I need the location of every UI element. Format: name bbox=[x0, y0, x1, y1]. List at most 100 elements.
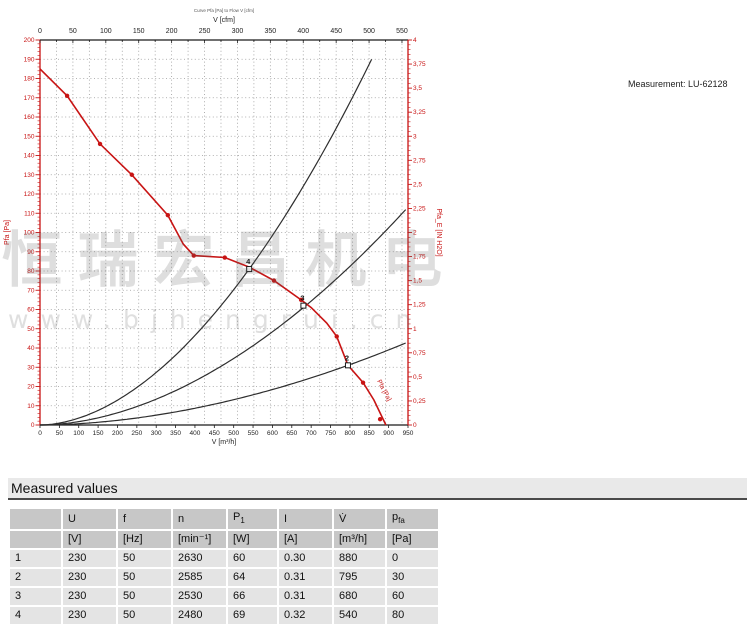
fan-curve-marker bbox=[97, 141, 103, 147]
left-axis-tick-label: 170 bbox=[24, 95, 35, 102]
left-axis-tick-label: 100 bbox=[24, 230, 35, 237]
bottom-axis-tick-label: 400 bbox=[190, 430, 201, 437]
right-axis-tick-label: 1 bbox=[413, 326, 417, 333]
top-axis-tick-label: 350 bbox=[265, 28, 277, 35]
left-axis-tick-label: 200 bbox=[24, 37, 35, 44]
top-axis-tick-label: 500 bbox=[363, 28, 375, 35]
column-unit: [V] bbox=[63, 531, 116, 549]
table-cell: 66 bbox=[228, 588, 277, 606]
table-cell: 69 bbox=[228, 607, 277, 625]
fan-curve-marker bbox=[360, 380, 366, 385]
right-axis-tick-label: 1,5 bbox=[413, 278, 422, 285]
operating-point-marker bbox=[300, 302, 307, 309]
left-axis-tick-label: 80 bbox=[27, 268, 35, 275]
top-axis-tick-label: 150 bbox=[133, 28, 145, 35]
table-cell: 80 bbox=[387, 607, 438, 625]
measured-values-header: Measured values bbox=[8, 478, 747, 500]
bottom-axis-tick-label: 950 bbox=[403, 430, 414, 437]
right-axis-tick-label: 2,75 bbox=[413, 157, 426, 164]
bottom-axis-tick-label: 350 bbox=[170, 430, 181, 437]
operating-point-label: 3 bbox=[300, 294, 304, 303]
bottom-axis-tick-label: 450 bbox=[209, 430, 220, 437]
column-header: P1 bbox=[228, 509, 277, 530]
fan-curve-marker bbox=[222, 255, 227, 260]
row-number-cell: 1 bbox=[10, 550, 61, 568]
row-number-cell: 3 bbox=[10, 588, 61, 606]
column-header: f bbox=[118, 509, 171, 530]
table-row: 3 230 50 2530 66 0.31 680 60 bbox=[10, 588, 438, 606]
column-unit: [Hz] bbox=[118, 531, 171, 549]
table-cell: 680 bbox=[334, 588, 385, 606]
fan-curve-marker bbox=[165, 212, 171, 218]
bottom-axis-tick-label: 250 bbox=[131, 430, 142, 437]
bottom-axis-tick-label: 800 bbox=[344, 430, 355, 437]
top-axis-tick-label: 550 bbox=[396, 28, 408, 35]
row-number-cell: 2 bbox=[10, 569, 61, 587]
bottom-axis-tick-label: 700 bbox=[306, 430, 317, 437]
column-unit: [min⁻¹] bbox=[173, 531, 226, 549]
right-axis-tick-label: 2,5 bbox=[413, 181, 422, 188]
bottom-axis-tick-label: 50 bbox=[56, 430, 64, 437]
bottom-axis-tick-label: 600 bbox=[267, 430, 278, 437]
table-unit-row: [V] [Hz] [min⁻¹] [W] [A] [m³/h] [Pa] bbox=[10, 531, 438, 549]
column-header: U bbox=[63, 509, 116, 530]
left-axis-tick-label: 70 bbox=[27, 287, 35, 294]
bottom-axis-tick-label: 300 bbox=[151, 430, 162, 437]
system-curve bbox=[40, 209, 407, 426]
table-cell: 50 bbox=[118, 607, 171, 625]
bottom-axis-tick-label: 750 bbox=[325, 430, 336, 437]
fan-curve-marker bbox=[271, 278, 277, 283]
table-cell: 60 bbox=[387, 588, 438, 606]
left-axis-tick-label: 190 bbox=[24, 56, 35, 63]
fan-curve-marker bbox=[377, 417, 383, 422]
left-axis-tick-label: 20 bbox=[27, 384, 35, 391]
right-axis-tick-label: 4 bbox=[413, 37, 417, 44]
right-axis-tick-label: 0,75 bbox=[413, 350, 426, 357]
bottom-axis-title: V [m³/h] bbox=[212, 439, 237, 446]
table-row: 1 230 50 2630 60 0.30 880 0 bbox=[10, 550, 438, 568]
right-axis-title: Pfa_E [IN H2O] bbox=[435, 208, 442, 256]
right-axis-tick-label: 0,5 bbox=[413, 374, 422, 381]
fan-curve-marker bbox=[334, 334, 339, 339]
left-axis-tick-label: 110 bbox=[24, 210, 35, 217]
top-axis-tick-label: 450 bbox=[330, 28, 342, 35]
table-cell: 2530 bbox=[173, 588, 226, 606]
left-axis-tick-label: 160 bbox=[24, 114, 35, 121]
table-cell: 0.31 bbox=[279, 588, 332, 606]
table-cell: 50 bbox=[118, 569, 171, 587]
left-axis-tick-label: 50 bbox=[27, 326, 35, 333]
right-axis-tick-label: 2,25 bbox=[413, 205, 426, 212]
fan-curve-marker bbox=[298, 297, 304, 303]
table-cell: 64 bbox=[228, 569, 277, 587]
bottom-axis-tick-label: 150 bbox=[93, 430, 104, 437]
column-unit bbox=[10, 531, 61, 549]
fan-curve-marker bbox=[64, 93, 70, 99]
bottom-axis-tick-label: 200 bbox=[112, 430, 123, 437]
bottom-axis-tick-label: 650 bbox=[286, 430, 297, 437]
column-unit: [A] bbox=[279, 531, 332, 549]
right-axis-tick-label: 0,25 bbox=[413, 398, 426, 405]
left-axis-tick-label: 30 bbox=[27, 364, 35, 371]
top-axis-tick-label: 0 bbox=[38, 28, 42, 35]
right-axis-tick-label: 3,25 bbox=[413, 109, 426, 116]
table-cell: 30 bbox=[387, 569, 438, 587]
left-axis-tick-label: 130 bbox=[24, 172, 35, 179]
top-axis-tick-label: 100 bbox=[100, 28, 112, 35]
left-axis-title: Pfa [Pa] bbox=[4, 220, 11, 245]
table-cell: 0.31 bbox=[279, 569, 332, 587]
table-row: 2 230 50 2585 64 0.31 795 30 bbox=[10, 569, 438, 587]
chart-title: Curve Pfa [Pa] to Flow V [cfm] bbox=[194, 8, 254, 13]
table-row: 4 230 50 2480 69 0.32 540 80 bbox=[10, 607, 438, 625]
column-unit: [Pa] bbox=[387, 531, 438, 549]
table-cell: 50 bbox=[118, 550, 171, 568]
column-header: n bbox=[173, 509, 226, 530]
top-axis-title: V [cfm] bbox=[213, 17, 235, 24]
left-axis-tick-label: 120 bbox=[24, 191, 35, 198]
left-axis-tick-label: 40 bbox=[27, 345, 35, 352]
bottom-axis-tick-label: 850 bbox=[364, 430, 375, 437]
left-axis-tick-label: 10 bbox=[27, 403, 35, 410]
table-cell: 0 bbox=[387, 550, 438, 568]
